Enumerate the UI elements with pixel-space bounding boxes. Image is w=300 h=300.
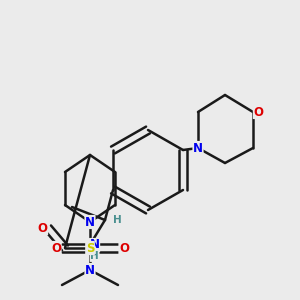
Text: O: O (38, 221, 48, 235)
Text: O: O (119, 242, 129, 254)
Text: H: H (90, 251, 99, 261)
Text: N: N (85, 263, 95, 277)
Text: N: N (85, 215, 95, 229)
Text: O: O (254, 106, 263, 118)
Text: N: N (90, 238, 100, 251)
Text: H: H (112, 215, 122, 225)
Text: S: S (86, 242, 94, 254)
Text: O: O (51, 242, 61, 254)
Text: N: N (193, 142, 203, 154)
